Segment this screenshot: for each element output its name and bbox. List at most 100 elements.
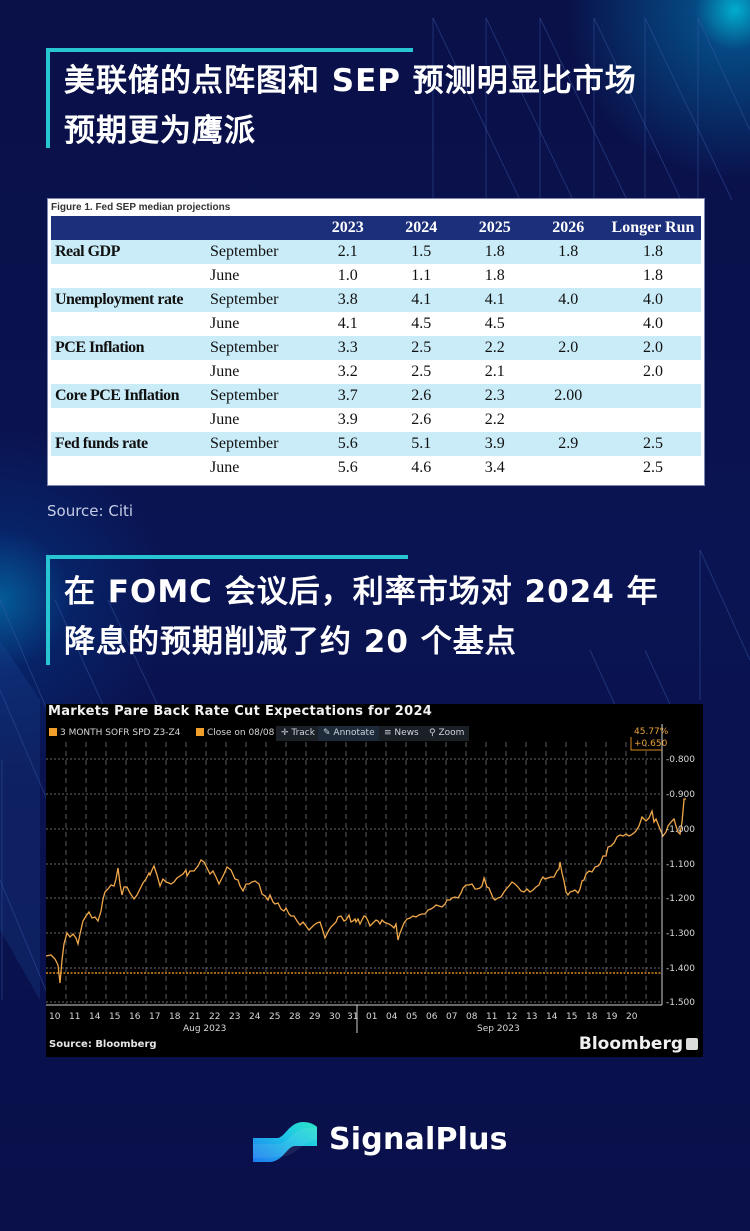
- section-2-heading: 在 FOMC 会议后，利率市场对 2024 年 降息的预期削减了约 20 个基点: [46, 555, 659, 665]
- track-button[interactable]: ✛ Track: [276, 726, 320, 741]
- value-cell: 4.0: [604, 288, 701, 312]
- pencil-icon: ✎: [323, 728, 331, 738]
- news-icon: ≡: [384, 728, 392, 738]
- table-row: June 5.6 4.6 3.4 2.5: [51, 456, 701, 480]
- magnifier-icon: ⚲: [429, 728, 436, 738]
- value-cell: 2.2: [458, 336, 532, 360]
- svg-text:14: 14: [89, 1012, 101, 1022]
- value-cell: [531, 408, 604, 432]
- value-cell: 2.9: [531, 432, 605, 456]
- chart-plot: 45.77% +0.650 -0.800 -0.900 -1.000 -1.10…: [46, 724, 695, 1034]
- svg-text:08: 08: [466, 1012, 478, 1022]
- svg-text:-1.300: -1.300: [666, 929, 695, 939]
- table-row: June 3.9 2.6 2.2: [51, 408, 701, 432]
- x-tick-labels: 10 11 14 15 16 17 18 21 22 23 24 25 28 2…: [49, 1012, 638, 1034]
- news-button[interactable]: ≡ News: [379, 726, 424, 741]
- svg-text:24: 24: [249, 1012, 261, 1022]
- value-cell: [604, 384, 701, 408]
- period-label: June: [209, 411, 240, 428]
- table-row: PCE Inflation September 3.3 2.5 2.2 2.0 …: [51, 336, 701, 360]
- table-row: June 1.0 1.1 1.8 1.8: [51, 264, 701, 288]
- chart-legend: 3 MONTH SOFR SPD Z3-Z4 Close on 08/08 ✛ …: [46, 726, 666, 742]
- value-cell: 2.1: [484, 363, 505, 380]
- x-month-label-aug: Aug 2023: [183, 1024, 226, 1034]
- chart-source: Source: Bloomberg: [49, 1039, 157, 1050]
- svg-text:19: 19: [606, 1012, 618, 1022]
- zoom-button[interactable]: ⚲ Zoom: [424, 726, 470, 741]
- heading-line-2: 预期更为鹰派: [64, 113, 256, 149]
- col-header-2023: 2023: [311, 216, 385, 240]
- svg-text:15: 15: [109, 1012, 120, 1022]
- svg-text:-1.500: -1.500: [666, 998, 695, 1008]
- svg-text:04: 04: [386, 1012, 398, 1022]
- value-cell: 2.0: [531, 336, 605, 360]
- svg-text:18: 18: [586, 1012, 598, 1022]
- annotate-button[interactable]: ✎ Annotate: [318, 726, 380, 741]
- period-label: September: [209, 432, 312, 456]
- value-cell: 4.0: [642, 315, 663, 332]
- value-cell: 1.8: [458, 240, 532, 264]
- bloomberg-chart: 45.77% +0.650 -0.800 -0.900 -1.000 -1.10…: [46, 704, 703, 1057]
- period-label: June: [209, 267, 240, 284]
- value-cell: 2.00: [531, 384, 605, 408]
- value-cell: 5.6: [311, 432, 385, 456]
- value-cell: 3.2: [337, 363, 358, 380]
- svg-text:15: 15: [566, 1012, 577, 1022]
- value-cell: [531, 312, 604, 336]
- table-row: Real GDP September 2.1 1.5 1.8 1.8 1.8: [51, 240, 701, 264]
- svg-text:31: 31: [347, 1012, 358, 1022]
- value-cell: 1.5: [384, 240, 458, 264]
- svg-text:-1.400: -1.400: [666, 964, 695, 974]
- value-cell: 4.1: [458, 288, 532, 312]
- signalplus-logo-icon: [253, 1122, 317, 1162]
- svg-text:28: 28: [289, 1012, 301, 1022]
- table-row: Core PCE Inflation September 3.7 2.6 2.3…: [51, 384, 701, 408]
- table-row: Unemployment rate September 3.8 4.1 4.1 …: [51, 288, 701, 312]
- value-cell: 1.8: [531, 240, 605, 264]
- svg-text:01: 01: [366, 1012, 377, 1022]
- signalplus-brand: SignalPlus: [251, 1118, 511, 1168]
- value-cell: 3.9: [337, 411, 358, 428]
- value-cell: 2.5: [384, 336, 458, 360]
- value-cell: 4.0: [531, 288, 605, 312]
- value-cell: [531, 264, 604, 288]
- legend-close: Close on 08/08: [196, 728, 274, 738]
- value-cell: 4.1: [384, 288, 458, 312]
- value-cell: 2.0: [642, 363, 663, 380]
- value-cell: 2.5: [411, 363, 432, 380]
- metric-label: [51, 264, 210, 288]
- last-value-change: +0.650: [634, 739, 668, 749]
- chart-title: Markets Pare Back Rate Cut Expectations …: [48, 704, 433, 719]
- series-swatch: [49, 728, 57, 736]
- heading-line-2: 降息的预期削减了约 20 个基点: [64, 624, 517, 660]
- svg-text:29: 29: [309, 1012, 321, 1022]
- svg-text:17: 17: [149, 1012, 160, 1022]
- svg-text:07: 07: [446, 1012, 457, 1022]
- col-header-longer-run: Longer Run: [604, 216, 701, 240]
- svg-text:-0.900: -0.900: [666, 790, 695, 800]
- value-cell: 2.1: [311, 240, 385, 264]
- value-cell: 1.8: [642, 267, 663, 284]
- svg-text:-1.000: -1.000: [666, 825, 695, 835]
- metric-label: [51, 312, 210, 336]
- col-header-2026: 2026: [531, 216, 605, 240]
- svg-text:11: 11: [486, 1012, 497, 1022]
- svg-text:13: 13: [526, 1012, 537, 1022]
- svg-text:12: 12: [506, 1012, 517, 1022]
- svg-text:21: 21: [189, 1012, 200, 1022]
- value-cell: 5.1: [384, 432, 458, 456]
- brand-name: SignalPlus: [329, 1122, 508, 1157]
- svg-text:25: 25: [269, 1012, 280, 1022]
- value-cell: 4.5: [411, 315, 432, 332]
- value-cell: 4.5: [484, 315, 505, 332]
- value-cell: 4.6: [411, 459, 432, 476]
- metric-label: PCE Inflation: [51, 336, 210, 360]
- period-label: June: [209, 315, 240, 332]
- table-row: June 3.2 2.5 2.1 2.0: [51, 360, 701, 384]
- fed-sep-table: 2023 2024 2025 2026 Longer Run Real GDP …: [51, 216, 701, 480]
- svg-text:-1.200: -1.200: [666, 894, 695, 904]
- svg-text:11: 11: [69, 1012, 80, 1022]
- period-label: June: [209, 363, 240, 380]
- value-cell: 2.6: [411, 411, 432, 428]
- period-label: June: [209, 459, 240, 476]
